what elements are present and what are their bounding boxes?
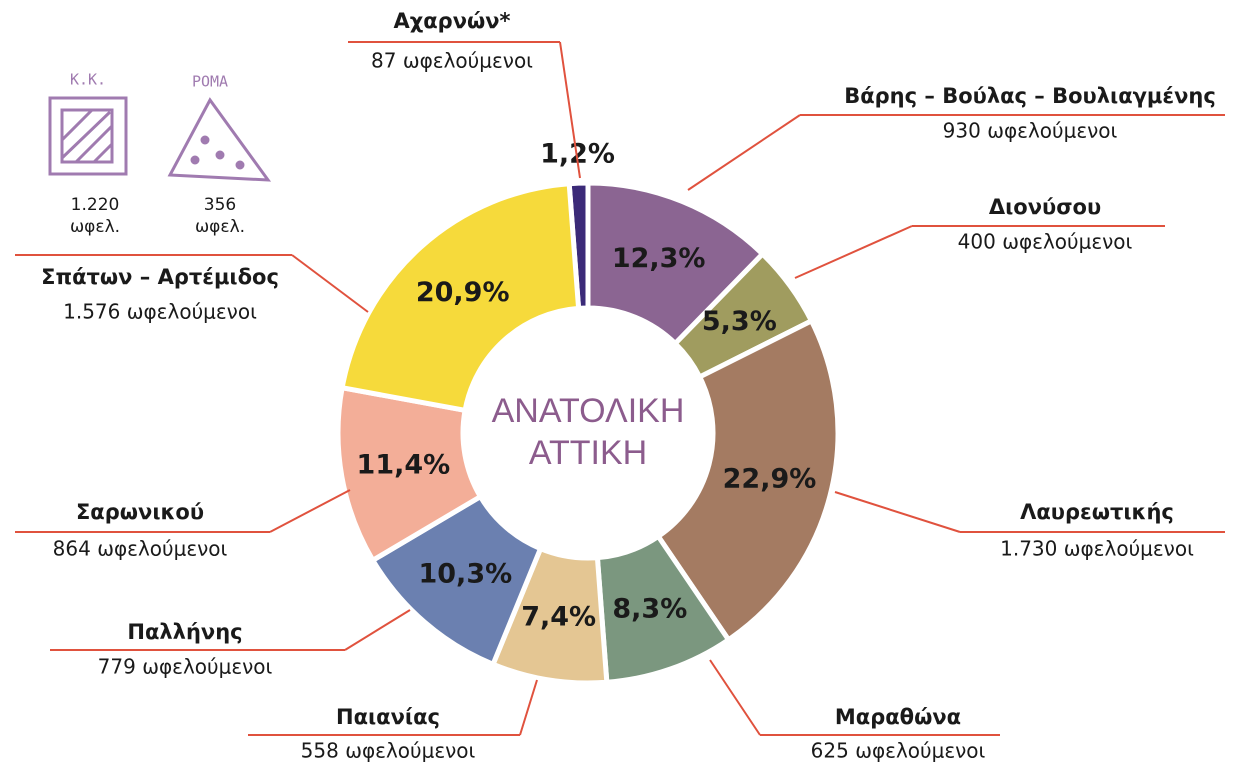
count-label: 1.730 ωφελούμενοι	[1000, 537, 1194, 561]
icon-triangle	[170, 100, 268, 180]
category-label: Σαρωνικού	[76, 500, 204, 524]
category-label: Παλλήνης	[127, 620, 242, 644]
count-label: 1.576 ωφελούμενοι	[63, 300, 257, 324]
count-label: 930 ωφελούμενοι	[943, 119, 1118, 143]
value-label: 22,9%	[723, 464, 817, 495]
center-label: ΑΝΑΤΟΛΙΚΗ	[492, 392, 685, 430]
category-label: Λαυρεωτικής	[1020, 500, 1174, 524]
count-label: 625 ωφελούμενοι	[811, 739, 986, 763]
count-label: 87 ωφελούμενοι	[371, 49, 533, 73]
value-label: 12,3%	[612, 243, 706, 274]
category-label: Σπάτων – Αρτέμιδος	[41, 265, 279, 289]
value-label: 11,4%	[357, 449, 451, 480]
category-label: Διονύσου	[989, 195, 1101, 219]
value-label: 20,9%	[416, 277, 510, 308]
icon-count: 1.220	[71, 195, 120, 215]
category-label: Παιανίας	[336, 705, 440, 729]
chart: Κ.Κ. ΡΟΜΑ 1.220 ωφελ. 356 ωφελ. 1,2%Αχαρ…	[0, 0, 1237, 767]
value-label: 5,3%	[702, 306, 777, 337]
value-label: 7,4%	[521, 602, 596, 633]
icon-label: ΡΟΜΑ	[192, 73, 228, 91]
icon-hatch	[62, 110, 112, 162]
value-label: 10,3%	[418, 558, 512, 589]
center-label: ΑΤΤΙΚΗ	[529, 434, 647, 472]
icon-roma	[170, 100, 268, 180]
value-label: 8,3%	[612, 594, 687, 625]
count-label: 864 ωφελούμενοι	[53, 537, 228, 561]
category-label: Βάρης – Βούλας – Βουλιαγμένης	[844, 84, 1216, 108]
count-label: 558 ωφελούμενοι	[301, 739, 476, 763]
count-label: 400 ωφελούμενοι	[958, 230, 1133, 254]
category-label: Μαραθώνα	[835, 705, 961, 729]
icon-unit: ωφελ.	[70, 217, 120, 237]
category-label: Αχαρνών*	[393, 9, 510, 33]
icon-label: Κ.Κ.	[70, 71, 106, 89]
icon-count: 356	[204, 195, 236, 215]
count-label: 779 ωφελούμενοι	[98, 655, 273, 679]
icon-unit: ωφελ.	[195, 217, 245, 237]
icon-kk	[50, 98, 126, 174]
